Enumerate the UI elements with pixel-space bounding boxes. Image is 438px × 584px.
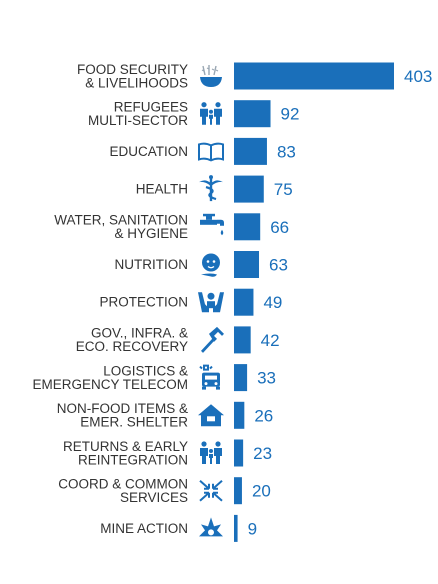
bar [234,100,271,128]
bar [234,401,245,429]
category-label: NUTRITION [115,257,189,272]
chart-row: 66 WATER, SANITATION & HYGIENE [54,213,289,242]
category-label: FOOD SECURITY & LIVELIHOODS [77,62,188,91]
chart-row: 33 LOGISTICS & EMERGENCY TELECOM [32,363,276,392]
value-label: 92 [281,105,300,124]
value-label: 49 [263,293,282,312]
caduceus-icon [199,175,223,202]
bar [234,251,260,278]
bar [234,477,242,505]
chart-row: 49 PROTECTION [99,288,282,316]
value-label: 403 [404,67,432,86]
value-label: 26 [254,406,273,425]
open-book-icon [198,142,224,162]
water-tap-icon [200,213,224,236]
value-label: 9 [248,519,257,538]
value-label: 83 [277,142,296,161]
bar [234,62,394,90]
bar [234,514,238,542]
value-label: 23 [253,444,272,463]
value-label: 66 [270,218,289,237]
category-label: REFUGEES MULTI-SECTOR [88,99,188,128]
value-label: 63 [269,256,288,275]
chart-row: 63 NUTRITION [115,251,288,278]
category-label: PROTECTION [99,295,188,310]
category-label: COORD & COMMON SERVICES [58,476,188,505]
category-label: MINE ACTION [100,521,188,536]
child-spoon-icon [201,253,220,277]
bar [234,175,264,203]
bar [234,288,254,316]
category-label: EDUCATION [109,144,188,159]
chart-row: 23 RETURNS & EARLY REINTEGRATION [63,439,272,468]
chart-row: 9 MINE ACTION [100,514,257,542]
value-label: 33 [257,369,276,388]
category-label: LOGISTICS & EMERGENCY TELECOM [32,363,188,392]
chart-row: 20 COORD & COMMON SERVICES [58,476,271,505]
bar [234,364,248,392]
value-label: 75 [274,180,293,199]
category-label: GOV., INFRA. & ECO. RECOVERY [76,326,188,355]
bar [234,213,261,241]
truck-antenna-icon [199,364,220,390]
hands-person-icon [198,292,224,313]
chart-row: 26 NON-FOOD ITEMS & EMER. SHELTER [57,401,273,430]
explosion-icon [199,517,223,537]
value-label: 42 [261,331,280,350]
category-label: WATER, SANITATION & HYGIENE [54,213,188,242]
value-label: 20 [252,482,271,501]
bar [234,137,267,165]
arrows-converge-icon [199,479,223,502]
chart-row: 403 FOOD SECURITY & LIVELIHOODS [77,62,432,91]
bar [234,326,251,354]
hammer-icon [201,326,224,353]
house-icon [198,404,224,427]
category-label: HEALTH [136,182,188,197]
chart-row: 75 HEALTH [136,175,293,203]
bar [234,439,244,467]
chart-row: 83 EDUCATION [109,137,296,165]
bowl-wheat-icon [200,65,222,87]
family-icon [200,102,222,125]
chart-row: 42 GOV., INFRA. & ECO. RECOVERY [76,326,280,355]
category-label: NON-FOOD ITEMS & EMER. SHELTER [57,401,188,430]
family-icon [200,441,222,464]
category-label: RETURNS & EARLY REINTEGRATION [63,439,188,468]
chart-row: 92 REFUGEES MULTI-SECTOR [88,99,299,128]
